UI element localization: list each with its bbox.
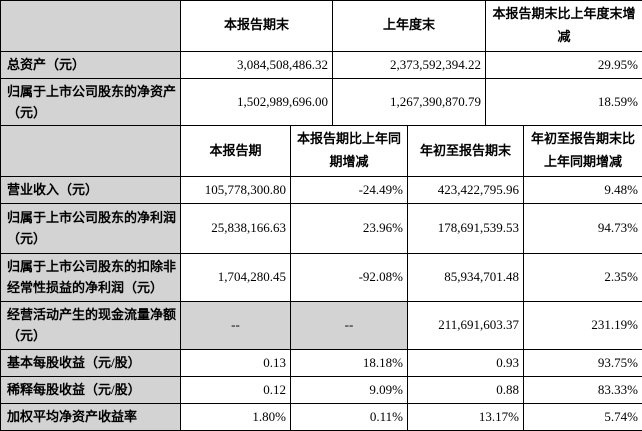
period-end-header-row: 本报告期末 上年度末 本报告期末比上年度末增减	[1, 1, 642, 52]
value-cell: 9.48%	[524, 176, 642, 203]
value-cell: 23.96%	[291, 203, 408, 253]
value-cell-empty: --	[181, 301, 291, 349]
value-cell: 0.88	[408, 376, 524, 403]
row-label-non-recurring-net-profit: 归属于上市公司股东的扣除非经常性损益的净利润（元）	[1, 253, 181, 301]
value-cell: -24.49%	[291, 176, 408, 203]
value-cell: 0.11%	[291, 403, 408, 430]
value-cell: 3,084,508,486.32	[181, 51, 333, 78]
value-cell: 85,934,701.48	[408, 253, 524, 301]
value-cell: 18.59%	[486, 78, 642, 126]
header-current-period: 本报告期	[181, 126, 291, 177]
value-cell: 1.80%	[181, 403, 291, 430]
table-row-weighted-avg-roe: 加权平均净资产收益率 1.80% 0.11% 13.17% 5.74%	[1, 403, 642, 430]
value-cell: 93.75%	[524, 349, 642, 376]
value-cell: 0.13	[181, 349, 291, 376]
table-row-total-assets: 总资产（元） 3,084,508,486.32 2,373,592,394.22…	[1, 51, 642, 78]
value-cell: 94.73%	[524, 203, 642, 253]
row-label-operating-revenue: 营业收入（元）	[1, 176, 181, 203]
value-cell: 83.33%	[524, 376, 642, 403]
value-cell: 211,691,603.37	[408, 301, 524, 349]
table-row-net-profit: 归属于上市公司股东的净利润（元） 25,838,166.63 23.96% 17…	[1, 203, 642, 253]
table-row-operating-revenue: 营业收入（元） 105,778,300.80 -24.49% 423,422,7…	[1, 176, 642, 203]
table-row-operating-cash-flow: 经营活动产生的现金流量净额（元） -- -- 211,691,603.37 23…	[1, 301, 642, 349]
value-cell: 5.74%	[524, 403, 642, 430]
value-cell: -92.08%	[291, 253, 408, 301]
value-cell: 2,373,592,394.22	[333, 51, 486, 78]
table-row-diluted-eps: 稀释每股收益（元/股） 0.12 9.09% 0.88 83.33%	[1, 376, 642, 403]
row-label-weighted-avg-roe: 加权平均净资产收益率	[1, 403, 181, 430]
value-cell: 9.09%	[291, 376, 408, 403]
header-change-vs-prior-year-end: 本报告期末比上年度末增减	[486, 1, 642, 52]
value-cell: 1,704,280.45	[181, 253, 291, 301]
header-blank-cell	[1, 1, 181, 52]
header-prior-year-end: 上年度末	[333, 1, 486, 52]
header-year-to-date: 年初至报告期末	[408, 126, 524, 177]
value-cell-empty: --	[291, 301, 408, 349]
value-cell: 423,422,795.96	[408, 176, 524, 203]
reporting-period-header-row: 本报告期 本报告期比上年同期增减 年初至报告期末 年初至报告期末比上年同期增减	[1, 126, 642, 177]
value-cell: 105,778,300.80	[181, 176, 291, 203]
value-cell: 25,838,166.63	[181, 203, 291, 253]
value-cell: 2.35%	[524, 253, 642, 301]
table-row-basic-eps: 基本每股收益（元/股） 0.13 18.18% 0.93 93.75%	[1, 349, 642, 376]
value-cell: 1,267,390,870.79	[333, 78, 486, 126]
value-cell: 1,502,989,696.00	[181, 78, 333, 126]
value-cell: 0.12	[181, 376, 291, 403]
row-label-basic-eps: 基本每股收益（元/股）	[1, 349, 181, 376]
period-end-table: 本报告期末 上年度末 本报告期末比上年度末增减 总资产（元） 3,084,508…	[0, 0, 642, 126]
row-label-operating-cash-flow: 经营活动产生的现金流量净额（元）	[1, 301, 181, 349]
row-label-net-profit: 归属于上市公司股东的净利润（元）	[1, 203, 181, 253]
value-cell: 0.93	[408, 349, 524, 376]
header-ytd-change-vs-same-period: 年初至报告期末比上年同期增减	[524, 126, 642, 177]
value-cell: 231.19%	[524, 301, 642, 349]
value-cell: 178,691,539.53	[408, 203, 524, 253]
header-blank-cell	[1, 126, 181, 177]
header-current-period-end: 本报告期末	[181, 1, 333, 52]
value-cell: 18.18%	[291, 349, 408, 376]
value-cell: 29.95%	[486, 51, 642, 78]
table-row-non-recurring-net-profit: 归属于上市公司股东的扣除非经常性损益的净利润（元） 1,704,280.45 -…	[1, 253, 642, 301]
row-label-total-assets: 总资产（元）	[1, 51, 181, 78]
row-label-diluted-eps: 稀释每股收益（元/股）	[1, 376, 181, 403]
reporting-period-table: 本报告期 本报告期比上年同期增减 年初至报告期末 年初至报告期末比上年同期增减 …	[0, 125, 642, 431]
value-cell: 13.17%	[408, 403, 524, 430]
row-label-net-assets: 归属于上市公司股东的净资产（元）	[1, 78, 181, 126]
table-row-net-assets: 归属于上市公司股东的净资产（元） 1,502,989,696.00 1,267,…	[1, 78, 642, 126]
header-change-vs-same-period: 本报告期比上年同期增减	[291, 126, 408, 177]
